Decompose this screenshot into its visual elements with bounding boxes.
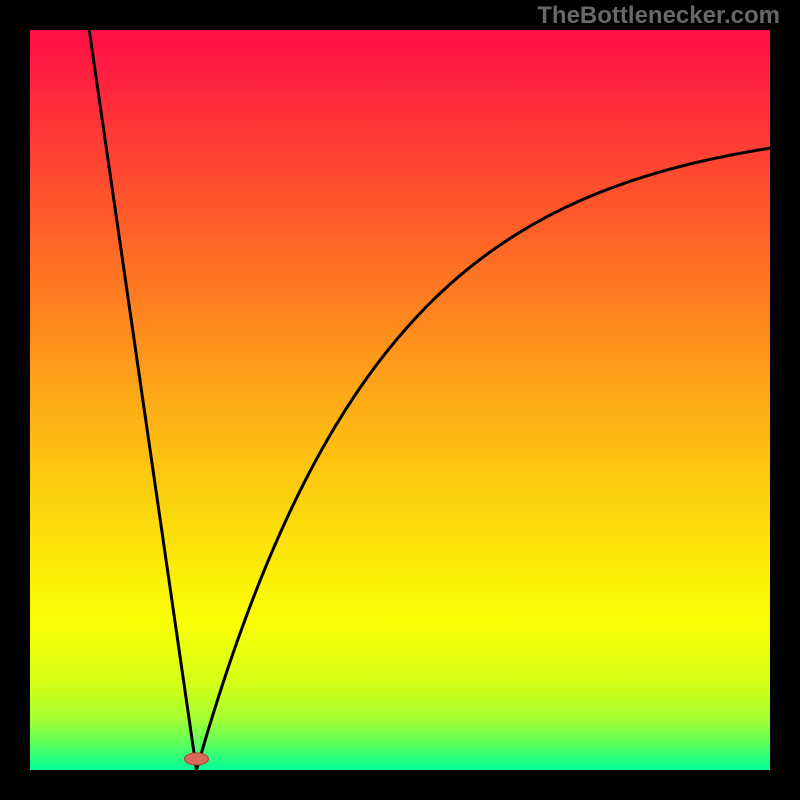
optimal-point-marker bbox=[185, 753, 209, 765]
plot-area-gradient bbox=[30, 30, 770, 770]
bottleneck-chart bbox=[0, 0, 800, 800]
watermark-text: TheBottlenecker.com bbox=[537, 2, 780, 30]
